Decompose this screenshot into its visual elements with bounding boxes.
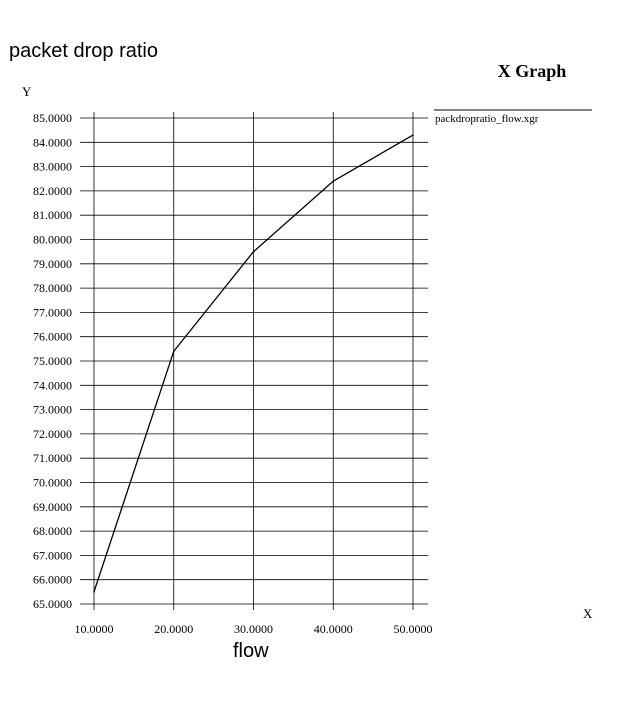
data-point [412,134,414,136]
data-point [252,250,255,253]
series-layer [93,134,414,593]
y-tick-label: 67.0000 [33,548,72,562]
y-tick-label: 79.0000 [33,257,72,271]
y-tick-label: 85.0000 [33,111,72,125]
y-axis-label: Y [22,84,32,99]
x-tick-labels: 10.0000 20.0000 30.0000 40.0000 50.0000 [75,622,433,636]
x-tick-label: 50.0000 [394,622,433,636]
y-tick-label: 84.0000 [33,135,72,149]
grid [80,112,428,610]
y-tick-label: 65.0000 [33,597,72,611]
data-point [332,180,335,182]
y-tick-label: 73.0000 [33,403,72,417]
x-tick-label: 30.0000 [234,622,273,636]
y-tick-label: 70.0000 [33,476,72,490]
x-tick-label: 20.0000 [154,622,193,636]
y-tick-label: 71.0000 [33,451,72,465]
data-point [93,591,95,593]
y-tick-label: 80.0000 [33,233,72,247]
y-tick-label: 68.0000 [33,524,72,538]
y-tick-label: 81.0000 [33,208,72,222]
legend: packdropratio_flow.xgr [434,109,592,125]
y-tick-label: 75.0000 [33,354,72,368]
y-tick-label: 74.0000 [33,378,72,392]
y-tick-label: 72.0000 [33,427,72,441]
y-tick-labels: 65.0000 66.0000 67.0000 68.0000 69.0000 70.00… [33,111,72,611]
x-axis-label: X [583,606,593,621]
y-tick-label: 83.0000 [33,160,72,174]
y-tick-label: 76.0000 [33,330,72,344]
legend-label: packdropratio_flow.xgr [435,113,539,125]
y-tick-label: 78.0000 [33,281,72,295]
y-tick-label: 66.0000 [33,573,72,587]
page-title: packet drop ratio [9,40,158,62]
y-tick-label: 69.0000 [33,500,72,514]
data-point [172,350,175,353]
chart-title: X Graph [498,61,567,81]
y-tick-label: 82.0000 [33,184,72,198]
y-tick-label: 77.0000 [33,305,72,319]
flow-axis-caption: flow [233,640,269,662]
x-tick-label: 10.0000 [75,622,114,636]
x-tick-label: 40.0000 [314,622,353,636]
